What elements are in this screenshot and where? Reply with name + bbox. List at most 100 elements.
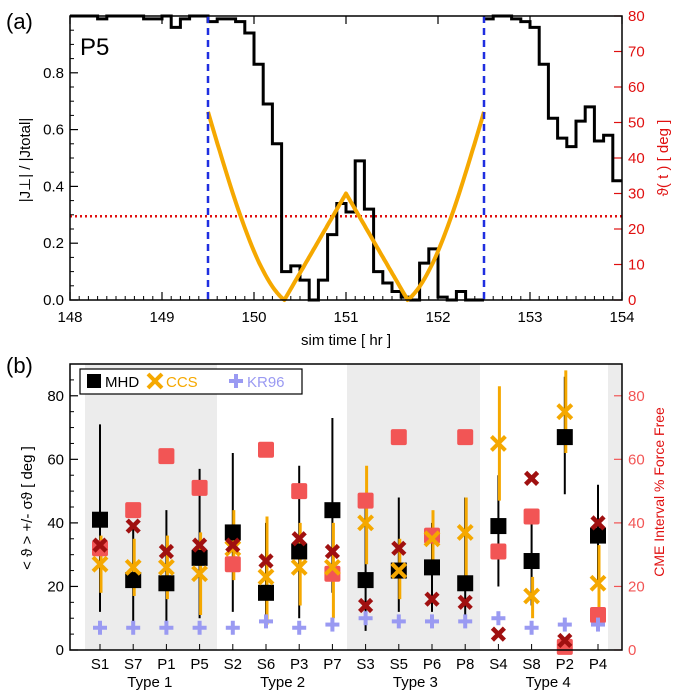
x-tick-label: 152	[425, 309, 450, 326]
ccs-point	[489, 435, 507, 452]
legend-box	[79, 368, 303, 395]
legend-kr96-marker	[229, 374, 243, 388]
force-free-point	[490, 543, 507, 560]
y2-tick-label: 40	[628, 515, 645, 532]
category-label: P6	[423, 656, 441, 673]
mhd-point	[523, 553, 540, 570]
x-tick-label: 149	[149, 309, 174, 326]
mhd-point	[291, 543, 308, 560]
ccs-point	[191, 565, 209, 583]
force-free-point	[158, 448, 175, 465]
mhd-point	[457, 575, 474, 592]
category-label: S6	[257, 656, 275, 673]
cme-interval-point	[158, 543, 174, 560]
kr96-point	[557, 617, 572, 632]
category-label: P3	[290, 656, 308, 673]
group-label: Type 2	[260, 674, 305, 691]
y2-tick-label: 0	[628, 642, 636, 659]
mhd-point	[424, 559, 440, 576]
cme-interval-point	[258, 553, 274, 569]
ccs-point	[390, 562, 408, 579]
cme-interval-point	[590, 515, 606, 531]
mhd-point	[125, 572, 142, 589]
kr96-point	[292, 620, 307, 635]
force-free-point	[224, 556, 241, 573]
force-free-point	[191, 479, 208, 496]
y2-tick-label: 50	[628, 115, 645, 132]
panel-a-ylabel-left: |J⊥| / |Jtotal|	[17, 118, 34, 203]
kr96-point	[591, 617, 605, 632]
cme-interval-point	[125, 518, 141, 534]
panel-a-label: (a)	[6, 9, 33, 34]
category-label: S2	[224, 656, 242, 673]
legend-ccs-label: CCS	[166, 374, 198, 391]
cme-interval-point	[92, 537, 108, 553]
kr96-point	[491, 611, 506, 626]
mhd-point	[490, 518, 507, 535]
mhd-point	[357, 572, 374, 589]
y-tick-label: 60	[47, 451, 64, 468]
y2-tick-label: 30	[628, 186, 645, 203]
panel-b: (b) 0 20 40 60 80 0 20 40 60 80 S1 S7 P1 P5 S2 S6 P3 P7 S3…	[6, 353, 667, 691]
mhd-point	[224, 524, 241, 541]
panel-a-annotation: P5	[80, 34, 109, 61]
panel-b-ylabel-left: < ϑ > +/- σϑ [ deg ]	[19, 446, 36, 570]
cme-interval-point	[424, 591, 440, 607]
cme-interval-point	[457, 594, 473, 610]
kr96-point	[93, 620, 107, 635]
ccs-point	[257, 568, 275, 586]
force-free-point	[291, 483, 308, 500]
y-tick-label: 0.8	[43, 65, 64, 82]
panel-a: (a) 148 149 150 151 152 153 154 0.0 0.2 0.4 0.6 0.8…	[6, 8, 672, 349]
x-tick-label: 150	[241, 309, 266, 326]
cme-interval-point	[557, 632, 573, 649]
kr96-point	[391, 614, 406, 629]
category-label: S5	[390, 656, 408, 673]
legend: MHD CCS KR96	[79, 368, 303, 395]
mhd-point	[158, 575, 175, 592]
ccs-point	[556, 403, 574, 421]
kr96-point	[225, 620, 240, 635]
cme-interval-point	[324, 543, 340, 560]
y-tick-label: 0.2	[43, 235, 64, 252]
kr96-point	[458, 614, 473, 629]
category-label: P2	[556, 656, 574, 673]
y2-tick-label: 80	[628, 388, 645, 405]
theta-angle-line	[206, 111, 486, 302]
panel-b-label: (b)	[6, 353, 33, 378]
y-tick-label: 0.0	[43, 292, 64, 309]
y2-tick-label: 10	[628, 257, 645, 274]
y-tick-label: 40	[47, 515, 64, 532]
mhd-point	[258, 584, 274, 601]
y2-tick-label: 20	[628, 578, 645, 595]
kr96-point	[259, 614, 273, 629]
category-label: S3	[356, 656, 374, 673]
category-label: S4	[489, 656, 507, 673]
force-free-point	[258, 441, 274, 458]
x-tick-label: 148	[57, 309, 82, 326]
cme-interval-point	[225, 537, 241, 553]
y2-tick-label: 0	[628, 292, 636, 309]
ccs-point	[157, 558, 175, 576]
category-label: P7	[323, 656, 341, 673]
kr96-point	[524, 620, 539, 635]
panel-a-ylabel-right: ϑ( t ) [ deg ]	[655, 120, 672, 197]
cme-interval-point	[192, 537, 208, 553]
category-label: S8	[522, 656, 540, 673]
x-tick-label: 154	[609, 309, 634, 326]
group-shade-edge	[608, 364, 622, 650]
y2-tick-label: 20	[628, 221, 645, 238]
x-tick-label: 153	[517, 309, 542, 326]
category-label: S1	[91, 656, 109, 673]
legend-ccs-marker	[146, 372, 164, 390]
kr96-point	[425, 614, 439, 629]
mhd-point	[556, 429, 573, 446]
category-label: P4	[589, 656, 607, 673]
cme-interval-point	[391, 540, 407, 556]
ccs-point	[456, 524, 474, 541]
legend-kr96-label: KR96	[247, 374, 285, 391]
force-free-point	[390, 429, 407, 446]
ccs-point	[423, 530, 441, 548]
y-tick-label: 80	[47, 388, 64, 405]
